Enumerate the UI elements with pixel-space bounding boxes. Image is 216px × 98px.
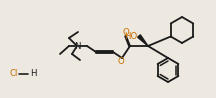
Text: HO: HO xyxy=(124,31,137,40)
Text: O: O xyxy=(118,57,124,66)
Text: O: O xyxy=(123,28,129,37)
Text: H: H xyxy=(30,69,37,78)
Text: N: N xyxy=(74,41,80,50)
Text: Cl: Cl xyxy=(10,69,18,78)
Polygon shape xyxy=(138,35,148,46)
